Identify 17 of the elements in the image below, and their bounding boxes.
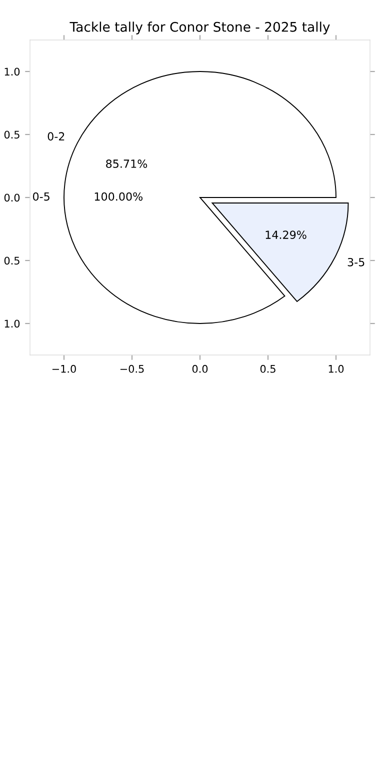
chart-title: Tackle tally for Conor Stone - 2025 tally [70, 22, 330, 34]
slice-label: 0-2 [48, 132, 64, 141]
x-tick-label: 1.0 [328, 364, 344, 373]
x-tick-label: −1.0 [52, 364, 76, 373]
data-label: 14.29% [266, 230, 306, 240]
x-tick-label: 0.5 [260, 364, 276, 373]
annotation: 0-5 [32, 192, 50, 201]
data-label: 85.71% [106, 160, 148, 168]
slice-label: 3-5 [348, 258, 364, 266]
y-tick-label: 1.0 [4, 320, 20, 328]
y-tick-label: 0.5 [4, 256, 20, 265]
y-tick-label: 0.0 [4, 194, 20, 202]
y-tick-label: 1.0 [4, 68, 20, 76]
annotation: 100.00% [94, 192, 143, 201]
y-tick-label: 0.5 [4, 130, 20, 139]
x-tick-label: 0.0 [192, 364, 208, 373]
x-tick-label: −0.5 [120, 364, 144, 373]
